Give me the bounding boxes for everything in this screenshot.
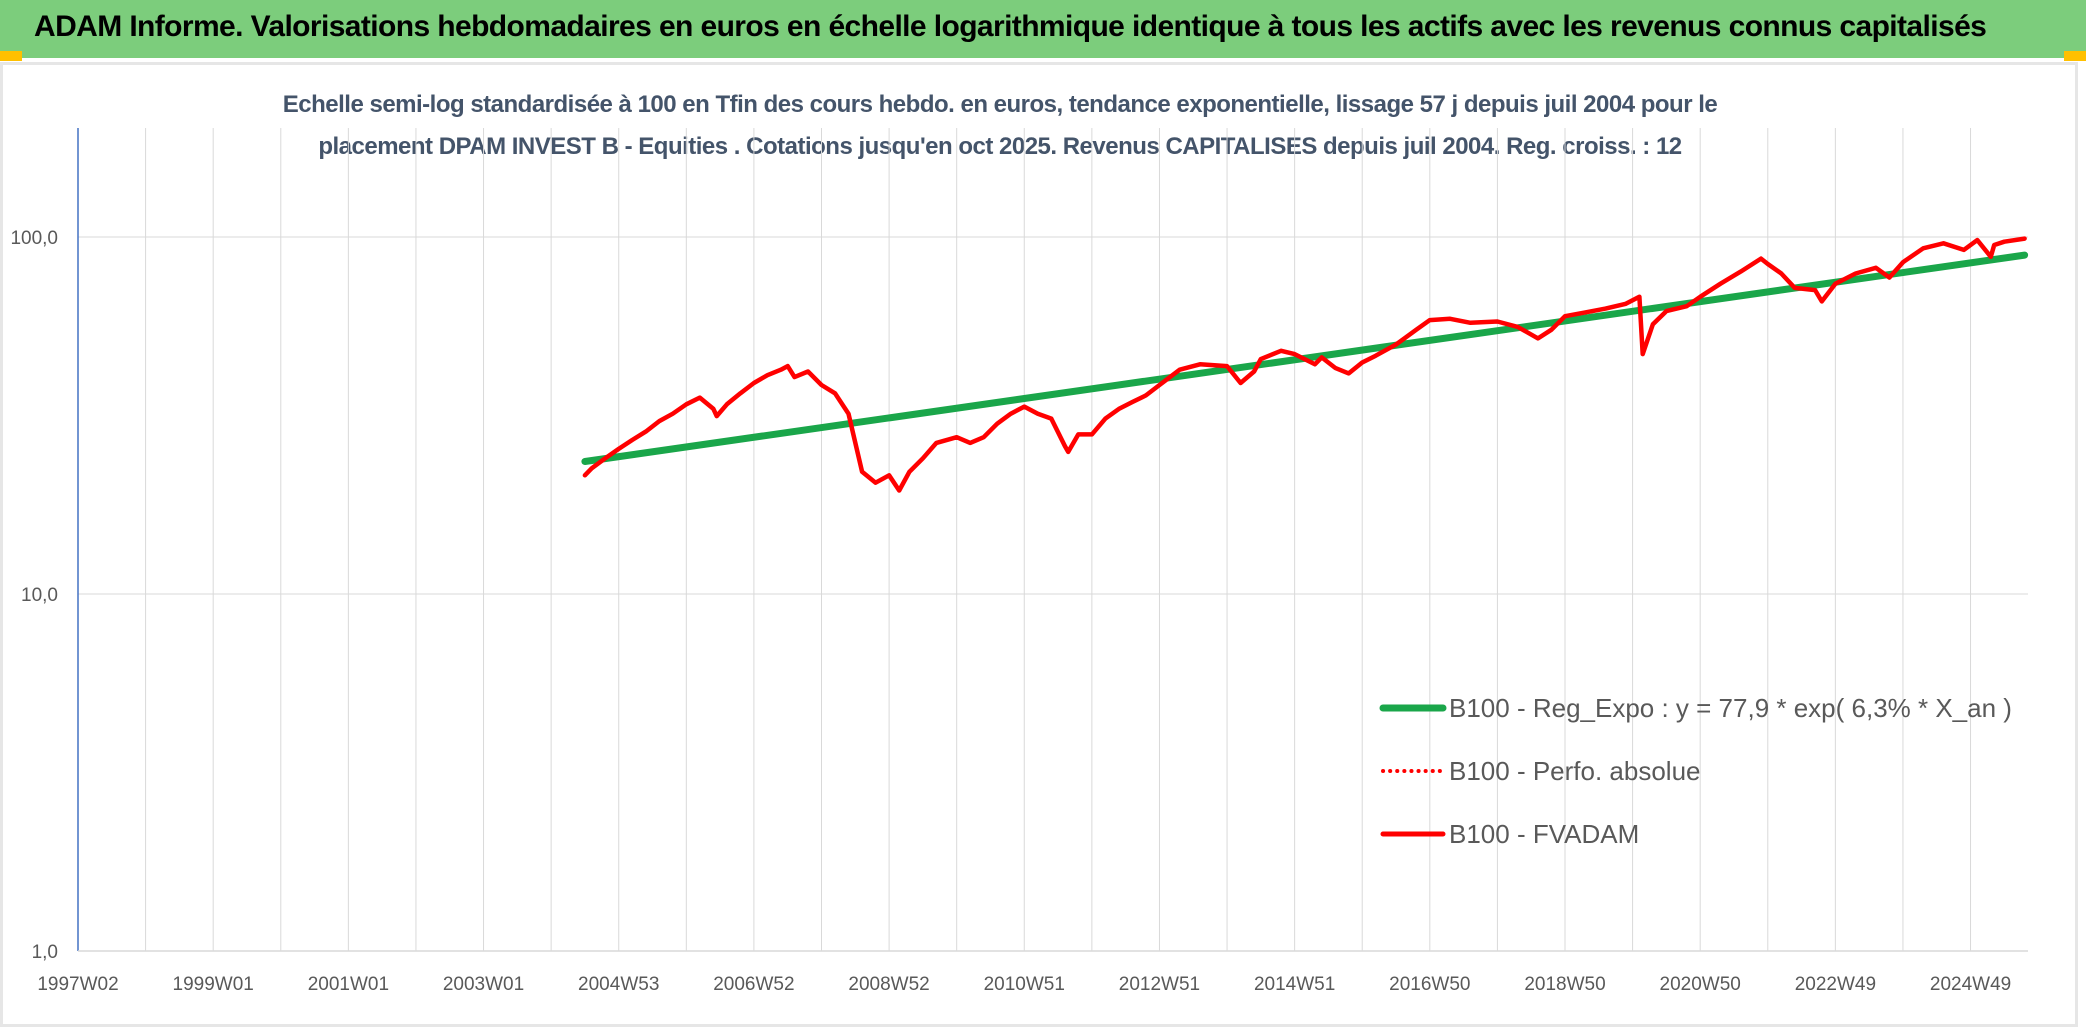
x-tick-label: 1997W02 xyxy=(37,974,118,995)
chart-title-line-1: Echelle semi-log standardisée à 100 en T… xyxy=(282,91,1718,118)
y-tick-label: 10,0 xyxy=(21,585,58,606)
x-tick-label: 2006W52 xyxy=(713,974,794,995)
x-tick-label: 2024W49 xyxy=(1930,974,2011,995)
corner-accent-right xyxy=(2064,51,2086,61)
x-tick-label: 2003W01 xyxy=(443,974,524,995)
y-tick-label: 100,0 xyxy=(10,228,58,249)
header-banner: ADAM Informe. Valorisations hebdomadaire… xyxy=(0,0,2086,58)
x-tick-label: 2012W51 xyxy=(1119,974,1200,995)
x-tick-label: 1999W01 xyxy=(173,974,254,995)
x-tick-label: 2008W52 xyxy=(848,974,929,995)
x-tick-label: 2004W53 xyxy=(578,974,659,995)
corner-accent-left xyxy=(0,51,22,61)
x-tick-label: 2020W50 xyxy=(1660,974,1741,995)
y-tick-label: 1,0 xyxy=(32,942,58,963)
chart-title-line-2: placement DPAM INVEST B - Equities . Cot… xyxy=(318,133,1682,160)
x-tick-label: 2010W51 xyxy=(984,974,1065,995)
x-tick-label: 2016W50 xyxy=(1389,974,1470,995)
chart-frame xyxy=(0,62,2078,1027)
x-tick-label: 2022W49 xyxy=(1795,974,1876,995)
x-tick-label: 2001W01 xyxy=(308,974,389,995)
report-title: ADAM Informe. Valorisations hebdomadaire… xyxy=(34,10,1987,43)
legend-label: B100 - Perfo. absolue xyxy=(1449,756,1701,786)
x-tick-label: 2014W51 xyxy=(1254,974,1335,995)
x-tick-label: 2018W50 xyxy=(1524,974,1605,995)
legend-label: B100 - FVADAM xyxy=(1449,819,1639,849)
fvadam-line xyxy=(582,236,2027,493)
legend-label: B100 - Reg_Expo : y = 77,9 * exp( 6,3% *… xyxy=(1449,693,2012,723)
